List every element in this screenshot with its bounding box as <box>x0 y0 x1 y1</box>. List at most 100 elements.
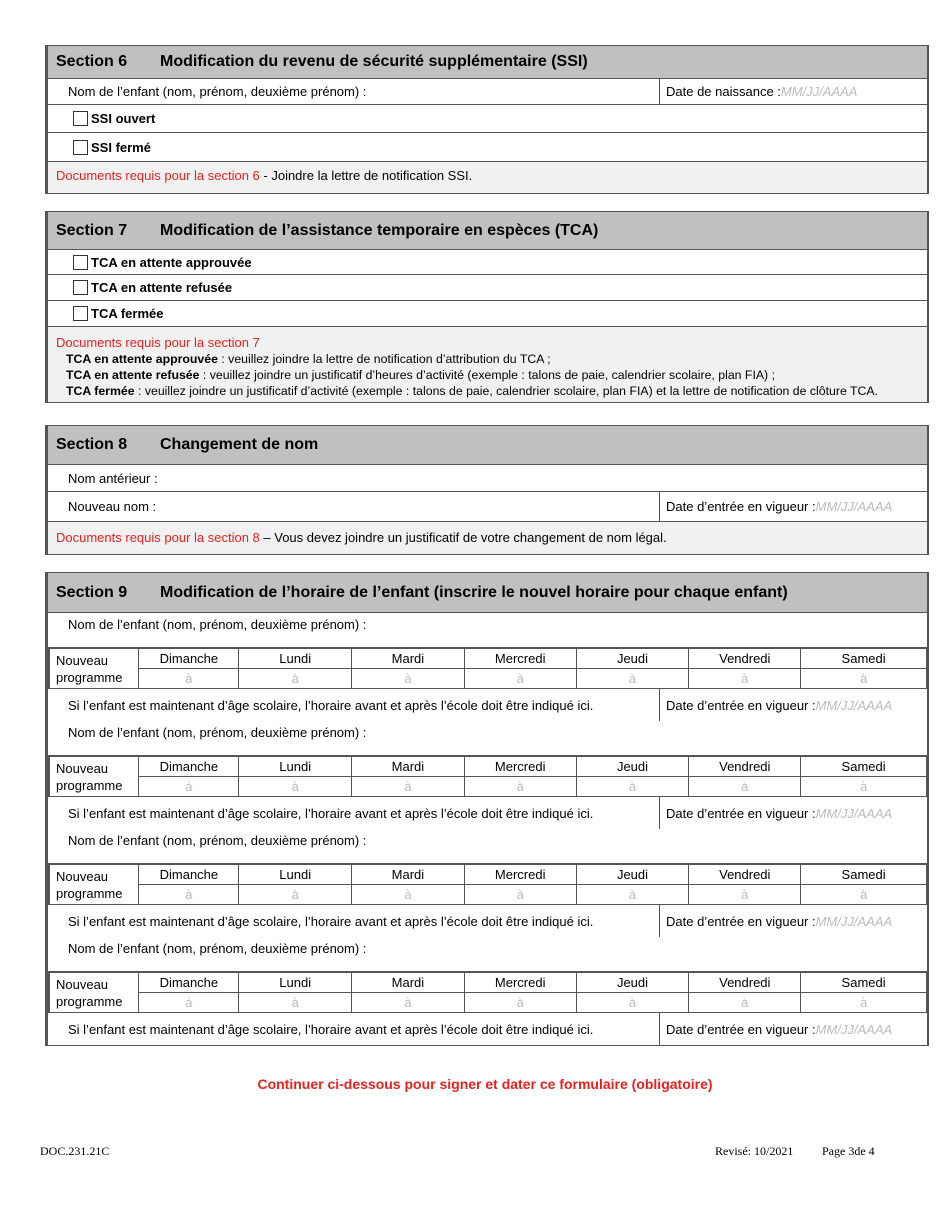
day-header: Mardi <box>351 756 465 777</box>
time-range-field[interactable]: à <box>575 992 690 1013</box>
docs-required-label: Documents requis pour la section 7 <box>56 335 260 350</box>
new-program-label: Nouveau programme <box>48 756 140 797</box>
time-range-field[interactable]: à <box>800 992 927 1013</box>
checkbox-label: TCA en attente refusée <box>91 280 233 295</box>
time-range-field[interactable]: à <box>575 776 690 797</box>
doc-line-text: : veuillez joindre la lettre de notifica… <box>217 352 551 366</box>
section-title: Changement de nom <box>160 436 319 453</box>
time-range-field[interactable]: à <box>351 776 465 797</box>
time-range-field[interactable]: à <box>575 884 690 905</box>
child-name-field[interactable]: Nom de l’enfant (nom, prénom, deuxième p… <box>68 941 367 956</box>
doc-line: TCA en attente approuvée : veuillez join… <box>56 351 919 367</box>
date-placeholder: MM/JJ/AAAA <box>815 805 893 821</box>
time-range-field[interactable]: à <box>351 884 465 905</box>
doc-line-title: TCA en attente approuvée <box>66 352 218 366</box>
day-header: Jeudi <box>575 648 690 669</box>
dob-label: Date de naissance : <box>666 84 781 99</box>
time-range-field[interactable]: à <box>238 776 353 797</box>
time-range-field[interactable]: à <box>688 668 802 689</box>
time-range-field[interactable]: à <box>463 668 577 689</box>
new-name-field[interactable]: Nouveau nom : <box>68 499 157 514</box>
day-header: Lundi <box>238 756 353 777</box>
time-range-field[interactable]: à <box>463 776 577 797</box>
time-range-field[interactable]: à <box>138 668 240 689</box>
new-program-label: Nouveau programme <box>48 648 140 689</box>
section-8-docs: Documents requis pour la section 8 – Vou… <box>48 522 927 554</box>
dob-field[interactable]: Date de naissance : MM/JJ/AAAA <box>659 79 927 104</box>
time-range-field[interactable]: à <box>238 668 353 689</box>
tca-pending-refused-checkbox[interactable]: TCA en attente refusée <box>48 275 927 301</box>
day-header: Jeudi <box>575 864 690 885</box>
time-range-field[interactable]: à <box>238 884 353 905</box>
checkbox-icon <box>73 111 88 126</box>
day-header: Dimanche <box>138 972 240 993</box>
effective-date-label: Date d’entrée en vigueur : <box>666 499 816 514</box>
time-range-field[interactable]: à <box>463 992 577 1013</box>
time-range-field[interactable]: à <box>688 992 802 1013</box>
time-range-field[interactable]: à <box>800 776 927 797</box>
effective-date-field[interactable]: Date d’entrée en vigueur : MM/JJ/AAAA <box>659 492 927 521</box>
tca-pending-approved-checkbox[interactable]: TCA en attente approuvée <box>48 250 927 275</box>
day-header: Mercredi <box>463 648 577 669</box>
checkbox-label: TCA en attente approuvée <box>91 254 252 270</box>
time-range-field[interactable]: à <box>688 776 802 797</box>
time-range-field[interactable]: à <box>138 884 240 905</box>
checkbox-icon <box>73 254 88 270</box>
tca-closed-checkbox[interactable]: TCA fermée <box>48 301 927 327</box>
time-range-field[interactable]: à <box>688 884 802 905</box>
child-schedule-block: Nom de l’enfant (nom, prénom, deuxième p… <box>48 937 927 1045</box>
revision-date: Revisé: 10/2021 <box>715 1144 794 1158</box>
section-6-header: Section 6 Modification du revenu de sécur… <box>48 46 927 79</box>
time-range-field[interactable]: à <box>800 884 927 905</box>
time-range-field[interactable]: à <box>351 668 465 689</box>
day-header: Samedi <box>800 756 927 777</box>
label-line: programme <box>56 885 123 901</box>
effective-date-field[interactable]: Date d’entrée en vigueur : MM/JJ/AAAA <box>659 905 927 937</box>
time-range-field[interactable]: à <box>238 992 353 1013</box>
day-header: Mercredi <box>463 756 577 777</box>
ssi-closed-checkbox[interactable]: SSI fermé <box>48 133 927 162</box>
day-header: Vendredi <box>688 972 802 993</box>
time-range-field[interactable]: à <box>138 776 240 797</box>
checkbox-label: SSI fermé <box>91 139 151 155</box>
continue-notice: Continuer ci-dessous pour signer et date… <box>257 1076 713 1092</box>
time-range-field[interactable]: à <box>351 992 465 1013</box>
child-name-field[interactable]: Nom de l’enfant (nom, prénom, deuxième p… <box>68 833 367 848</box>
new-program-label: Nouveau programme <box>48 864 140 905</box>
time-range-field[interactable]: à <box>575 668 690 689</box>
label-line: Nouveau <box>56 976 109 992</box>
label-line: programme <box>56 777 123 793</box>
child-name-field[interactable]: Nom de l’enfant (nom, prénom, deuxième p… <box>68 617 367 632</box>
child-name-field[interactable]: Nom de l’enfant (nom, prénom, deuxième p… <box>68 725 367 740</box>
day-header: Samedi <box>800 648 927 669</box>
day-header: Vendredi <box>688 756 802 777</box>
date-placeholder: MM/JJ/AAAA <box>815 499 893 514</box>
checkbox-icon <box>73 306 88 321</box>
day-header: Jeudi <box>575 972 690 993</box>
doc-line-title: TCA en attente refusée <box>66 368 200 382</box>
effective-date-field[interactable]: Date d’entrée en vigueur : MM/JJ/AAAA <box>659 797 927 829</box>
section-7-docs: Documents requis pour la section 7 TCA e… <box>48 327 927 402</box>
label-line: Nouveau <box>56 868 109 884</box>
section-number: Section 7 <box>56 221 128 239</box>
effective-date-field[interactable]: Date d’entrée en vigueur : MM/JJ/AAAA <box>659 1013 927 1045</box>
time-range-field[interactable]: à <box>463 884 577 905</box>
school-age-note: Si l’enfant est maintenant d’âge scolair… <box>68 697 594 713</box>
doc-line-title: TCA fermée <box>66 384 135 398</box>
day-header: Mercredi <box>463 972 577 993</box>
time-range-field[interactable]: à <box>138 992 240 1013</box>
ssi-open-checkbox[interactable]: SSI ouvert <box>48 105 927 133</box>
day-header: Dimanche <box>138 864 240 885</box>
effective-date-label: Date d’entrée en vigueur : <box>666 805 816 821</box>
day-header: Jeudi <box>575 756 690 777</box>
doc-line-text: : veuillez joindre un justificatif d’act… <box>134 384 878 398</box>
day-header: Samedi <box>800 972 927 993</box>
child-schedule-block: Nom de l’enfant (nom, prénom, deuxième p… <box>48 613 927 721</box>
effective-date-field[interactable]: Date d’entrée en vigueur : MM/JJ/AAAA <box>659 689 927 721</box>
label-line: Nouveau <box>56 652 109 668</box>
previous-name-field[interactable]: Nom antérieur : <box>68 470 158 486</box>
child-name-field[interactable]: Nom de l’enfant (nom, prénom, deuxième p… <box>68 84 367 99</box>
section-number: Section 8 <box>56 436 128 453</box>
time-range-field[interactable]: à <box>800 668 927 689</box>
section-title: Modification de l’assistance temporaire … <box>160 221 599 239</box>
